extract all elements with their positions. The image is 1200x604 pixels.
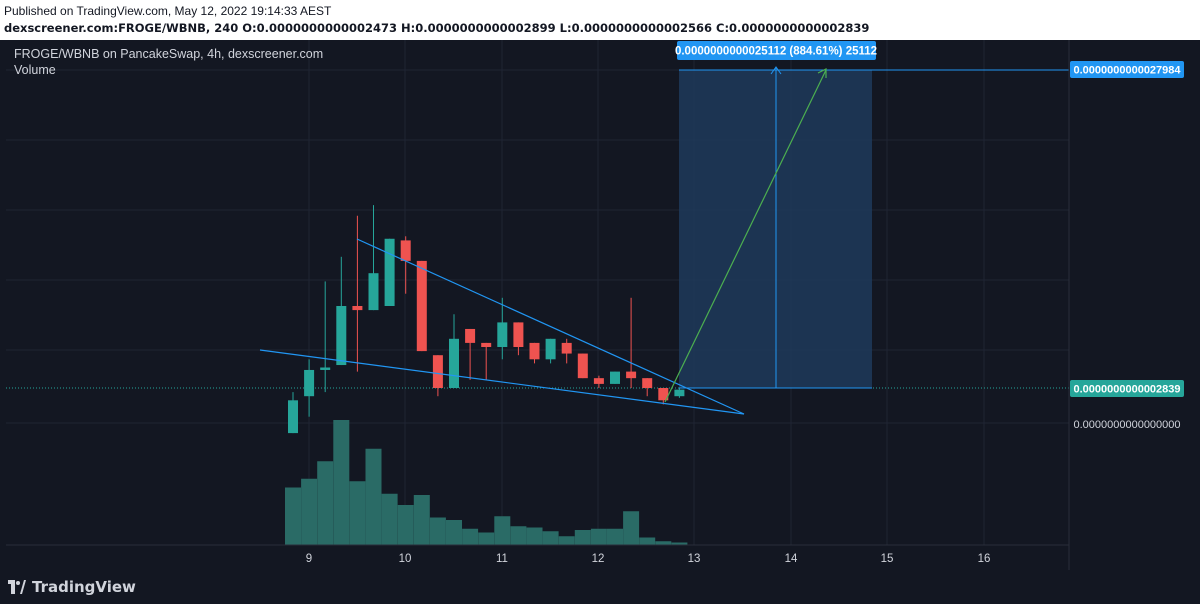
x-tick-label: 9 [306,553,312,565]
volume-bar [542,531,559,545]
tradingview-brand: TradingView [32,578,136,596]
x-tick-label: 14 [785,553,798,565]
target-price-tag[interactable]: 0.0000000000027984 [1070,61,1184,78]
x-tick-label: 16 [978,553,991,565]
current-price-tag-bg [1070,380,1184,397]
volume-bar [349,481,366,545]
published-timestamp: Published on TradingView.com, May 12, 20… [4,4,332,18]
volume-bar [623,511,640,545]
volume-bar [655,541,672,545]
current-price-tag[interactable]: 0.0000000000002839 [1070,380,1184,397]
candle-body [400,240,411,261]
volume-bar [639,537,656,545]
x-tick-label: 11 [496,553,508,565]
candle-body [545,338,556,360]
x-tick-label: 10 [399,553,412,565]
volume-bar [301,478,318,545]
candle-body [626,371,637,379]
volume-bar [574,530,591,545]
volume-bar [397,505,414,545]
volume-bar [607,528,623,545]
volume-bar [478,532,495,545]
volume-bar [365,448,382,545]
candle-body [384,238,395,306]
candle-body [416,260,427,352]
current-price-label: 0.0000000000002839 [1073,384,1180,396]
candle-body [561,342,572,354]
volume-bar [285,487,301,545]
candle-body [465,328,476,343]
axes: 9 10 11 12 13 14 15 16 [6,40,1070,570]
projection-arrowhead [817,68,827,78]
candle-body [497,322,508,347]
volume-bar [462,528,479,545]
drawings [259,66,1069,415]
volume-bar [590,528,607,545]
x-tick-label: 12 [592,553,605,565]
candle-body [432,355,443,388]
chart-background [6,40,1194,570]
measure-label-text: 0.0000000000025112 (884.61%) 25112 [675,46,877,58]
volume-bar [429,517,446,545]
measure-label-bg [677,41,876,60]
target-price-label: 0.0000000000027984 [1073,65,1181,77]
publish-header: Published on TradingView.com, May 12, 20… [0,0,1200,40]
candle-body [610,371,620,384]
wedge-upper-trendline[interactable] [356,238,745,415]
volume-bar [558,536,575,545]
volume-bar [381,493,398,545]
volume-legend-label: Volume [14,63,56,77]
footer: TradingView [8,578,136,596]
volume-bar [413,495,430,545]
candle-body [352,306,363,311]
volume-bar [510,526,527,545]
candle-body [529,342,540,360]
candle-body [642,378,653,388]
volume-bar [446,520,462,545]
ohlc-readout: dexscreener.com:FROGE/WBNB, 240 O:0.0000… [4,21,870,35]
x-tick-label: 15 [881,553,894,565]
candle-body [320,367,331,370]
measure-arrowhead [770,66,782,75]
tradingview-logo-icon [8,580,26,594]
x-tick-label: 13 [688,553,701,565]
volume-bar [526,527,543,545]
candle-body [577,353,588,379]
volume-bar [494,516,511,545]
projection-arrow-line[interactable] [664,69,827,403]
candle-body [674,389,685,397]
price-chart[interactable]: 9 10 11 12 13 14 15 16 FROGE/WBNB on PancakeSwa… [6,40,1194,570]
volume-bar [333,420,350,545]
chart-container[interactable]: 9 10 11 12 13 14 15 16 FROGE/WBNB on PancakeSwa… [6,40,1194,570]
candle-body [288,400,298,434]
candle-body [481,342,492,347]
chart-legend-title: FROGE/WBNB on PancakeSwap, 4h, dexscreen… [14,47,323,61]
candle-body [304,369,315,397]
candle-body [593,378,604,384]
candle-body [449,338,459,388]
measure-label[interactable]: 0.0000000000025112 (884.61%) 25112 [675,41,877,60]
target-price-tag-bg [1070,61,1184,78]
volume-bar [671,542,688,545]
zero-price-label: 0.0000000000000000 [1073,419,1180,431]
candle-body [658,388,669,401]
candle-body [336,306,347,366]
candle-body [368,273,379,311]
wedge-lower-trendline[interactable] [259,349,745,415]
candle-body [513,322,524,347]
volume-bar [317,461,334,545]
volume-bars [285,420,688,545]
candles [288,205,685,434]
